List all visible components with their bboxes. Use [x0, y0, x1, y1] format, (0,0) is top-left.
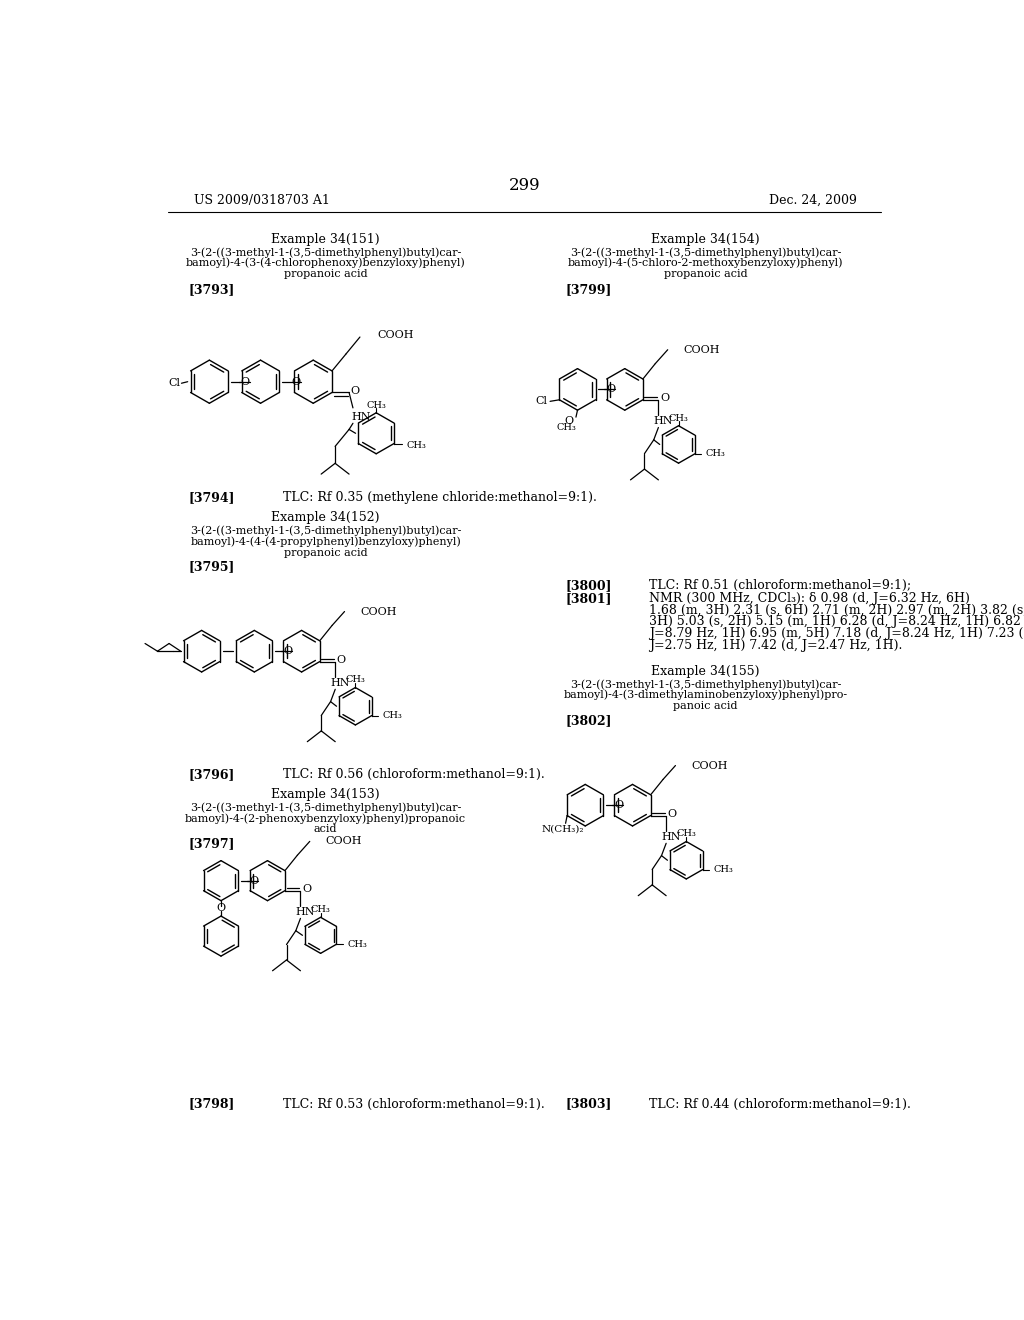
Text: TLC: Rf 0.51 (chloroform:methanol=9:1);: TLC: Rf 0.51 (chloroform:methanol=9:1);	[649, 579, 911, 593]
Text: [3800]: [3800]	[566, 579, 612, 593]
Text: propanoic acid: propanoic acid	[284, 269, 368, 279]
Text: bamoyl)-4-(5-chloro-2-methoxybenzyloxy)phenyl): bamoyl)-4-(5-chloro-2-methoxybenzyloxy)p…	[567, 257, 843, 268]
Text: CH₃: CH₃	[407, 441, 426, 450]
Text: COOH: COOH	[683, 345, 720, 355]
Text: [3799]: [3799]	[566, 282, 612, 296]
Text: O: O	[660, 393, 669, 403]
Text: CH₃: CH₃	[714, 865, 733, 874]
Text: Cl: Cl	[168, 379, 180, 388]
Text: O: O	[350, 385, 359, 396]
Text: [3796]: [3796]	[188, 768, 234, 781]
Text: [3798]: [3798]	[188, 1097, 234, 1110]
Text: 3-(2-((3-methyl-1-(3,5-dimethylphenyl)butyl)car-: 3-(2-((3-methyl-1-(3,5-dimethylphenyl)bu…	[189, 525, 462, 536]
Text: Example 34(152): Example 34(152)	[271, 511, 380, 524]
Text: J=8.79 Hz, 1H) 6.95 (m, 5H) 7.18 (d, J=8.24 Hz, 1H) 7.23 (d,: J=8.79 Hz, 1H) 6.95 (m, 5H) 7.18 (d, J=8…	[649, 627, 1024, 640]
Text: 3-(2-((3-methyl-1-(3,5-dimethylphenyl)butyl)car-: 3-(2-((3-methyl-1-(3,5-dimethylphenyl)bu…	[569, 247, 841, 257]
Text: O: O	[606, 384, 615, 395]
Text: HN: HN	[351, 412, 371, 422]
Text: J=2.75 Hz, 1H) 7.42 (d, J=2.47 Hz, 1H).: J=2.75 Hz, 1H) 7.42 (d, J=2.47 Hz, 1H).	[649, 639, 902, 652]
Text: CH₃: CH₃	[310, 906, 331, 915]
Text: bamoyl)-4-(4-(4-propylphenyl)benzyloxy)phenyl): bamoyl)-4-(4-(4-propylphenyl)benzyloxy)p…	[190, 536, 461, 548]
Text: 1.68 (m, 3H) 2.31 (s, 6H) 2.71 (m, 2H) 2.97 (m, 2H) 3.82 (s,: 1.68 (m, 3H) 2.31 (s, 6H) 2.71 (m, 2H) 2…	[649, 603, 1024, 616]
Text: CH₃: CH₃	[383, 711, 402, 721]
Text: US 2009/0318703 A1: US 2009/0318703 A1	[194, 194, 330, 207]
Text: propanoic acid: propanoic acid	[284, 548, 368, 557]
Text: bamoyl)-4-(3-dimethylaminobenzyloxy)phenyl)pro-: bamoyl)-4-(3-dimethylaminobenzyloxy)phen…	[563, 690, 848, 701]
Text: CH₃: CH₃	[669, 413, 688, 422]
Text: HN: HN	[331, 678, 350, 688]
Text: [3803]: [3803]	[566, 1097, 612, 1110]
Text: CH₃: CH₃	[367, 400, 386, 409]
Text: bamoyl)-4-(3-(4-chlorophenoxy)benzyloxy)phenyl): bamoyl)-4-(3-(4-chlorophenoxy)benzyloxy)…	[185, 257, 466, 268]
Text: N(CH₃)₂: N(CH₃)₂	[542, 825, 585, 834]
Text: propanoic acid: propanoic acid	[664, 269, 748, 279]
Text: TLC: Rf 0.56 (chloroform:methanol=9:1).: TLC: Rf 0.56 (chloroform:methanol=9:1).	[283, 768, 545, 781]
Text: TLC: Rf 0.35 (methylene chloride:methanol=9:1).: TLC: Rf 0.35 (methylene chloride:methano…	[283, 491, 597, 504]
Text: 3-(2-((3-methyl-1-(3,5-dimethylphenyl)butyl)car-: 3-(2-((3-methyl-1-(3,5-dimethylphenyl)bu…	[569, 678, 841, 689]
Text: panoic acid: panoic acid	[673, 701, 737, 711]
Text: CH₃: CH₃	[706, 449, 726, 458]
Text: HN: HN	[296, 907, 315, 917]
Text: Example 34(154): Example 34(154)	[651, 232, 760, 246]
Text: O: O	[216, 903, 225, 913]
Text: [3802]: [3802]	[566, 714, 612, 727]
Text: O: O	[614, 800, 624, 810]
Text: Cl: Cl	[535, 396, 547, 407]
Text: COOH: COOH	[691, 760, 727, 771]
Text: HN: HN	[653, 416, 673, 426]
Text: [3795]: [3795]	[188, 560, 234, 573]
Text: TLC: Rf 0.44 (chloroform:methanol=9:1).: TLC: Rf 0.44 (chloroform:methanol=9:1).	[649, 1097, 910, 1110]
Text: CH₃: CH₃	[677, 829, 696, 838]
Text: COOH: COOH	[377, 330, 414, 341]
Text: [3794]: [3794]	[188, 491, 234, 504]
Text: O: O	[668, 809, 677, 818]
Text: 3-(2-((3-methyl-1-(3,5-dimethylphenyl)butyl)car-: 3-(2-((3-methyl-1-(3,5-dimethylphenyl)bu…	[189, 803, 462, 813]
Text: bamoyl)-4-(2-phenoxybenzyloxy)phenyl)propanoic: bamoyl)-4-(2-phenoxybenzyloxy)phenyl)pro…	[185, 813, 466, 824]
Text: NMR (300 MHz, CDCl₃): δ 0.98 (d, J=6.32 Hz, 6H): NMR (300 MHz, CDCl₃): δ 0.98 (d, J=6.32 …	[649, 593, 970, 606]
Text: O: O	[337, 655, 346, 665]
Text: [3793]: [3793]	[188, 282, 234, 296]
Text: CH₃: CH₃	[347, 940, 367, 949]
Text: O: O	[302, 884, 311, 894]
Text: Example 34(155): Example 34(155)	[651, 665, 760, 677]
Text: 3H) 5.03 (s, 2H) 5.15 (m, 1H) 6.28 (d, J=8.24 Hz, 1H) 6.82 (d,: 3H) 5.03 (s, 2H) 5.15 (m, 1H) 6.28 (d, J…	[649, 615, 1024, 628]
Text: Example 34(153): Example 34(153)	[271, 788, 380, 801]
Text: CH₃: CH₃	[557, 422, 577, 432]
Text: COOH: COOH	[360, 607, 396, 616]
Text: 299: 299	[509, 177, 541, 194]
Text: Dec. 24, 2009: Dec. 24, 2009	[769, 194, 856, 207]
Text: O: O	[292, 376, 301, 387]
Text: O: O	[564, 416, 573, 426]
Text: [3801]: [3801]	[566, 593, 612, 606]
Text: O: O	[249, 875, 258, 886]
Text: CH₃: CH₃	[345, 676, 366, 684]
Text: 3-(2-((3-methyl-1-(3,5-dimethylphenyl)butyl)car-: 3-(2-((3-methyl-1-(3,5-dimethylphenyl)bu…	[189, 247, 462, 257]
Text: TLC: Rf 0.53 (chloroform:methanol=9:1).: TLC: Rf 0.53 (chloroform:methanol=9:1).	[283, 1097, 545, 1110]
Text: HN: HN	[662, 832, 681, 842]
Text: O: O	[283, 647, 292, 656]
Text: COOH: COOH	[326, 837, 361, 846]
Text: Example 34(151): Example 34(151)	[271, 232, 380, 246]
Text: acid: acid	[314, 824, 337, 834]
Text: O: O	[241, 376, 250, 387]
Text: [3797]: [3797]	[188, 837, 234, 850]
